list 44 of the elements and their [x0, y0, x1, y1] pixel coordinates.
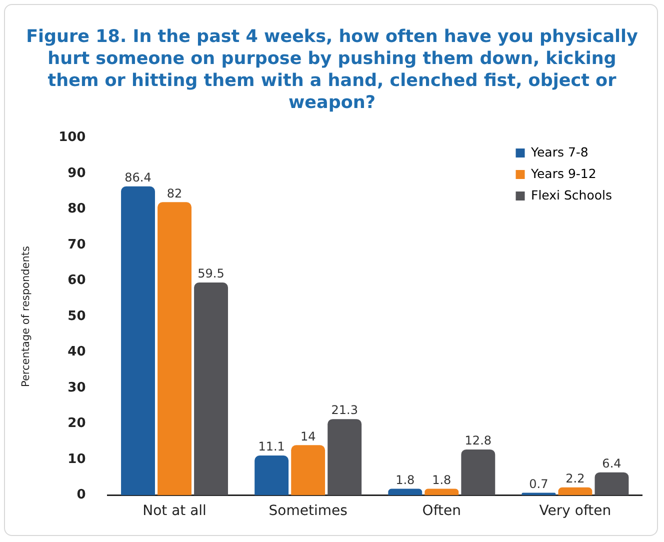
bar	[424, 488, 459, 496]
data-label: 59.5	[198, 266, 224, 281]
y-tick-label: 60	[68, 273, 86, 288]
data-label: 21.3	[331, 403, 358, 418]
bar	[461, 449, 496, 496]
y-tick-label: 100	[58, 130, 86, 146]
y-tick-label: 30	[68, 380, 86, 396]
x-tick-label: Not at all	[142, 503, 206, 520]
y-tick-label: 10	[68, 452, 86, 467]
data-label: 1.8	[396, 472, 415, 487]
data-label: 6.4	[602, 456, 622, 470]
y-tick-label: 20	[68, 416, 86, 432]
bar	[522, 492, 556, 496]
y-tick-label: 70	[68, 237, 86, 252]
data-label: 14	[300, 429, 316, 444]
y-tick-label: 90	[68, 166, 86, 181]
data-label: 11.1	[258, 440, 285, 454]
data-label: 12.8	[464, 434, 492, 448]
data-label: 86.4	[124, 170, 152, 185]
y-axis-title: Percentage of respondents	[20, 246, 32, 387]
chart-title: Figure 18. In the past 4 weeks, how often have you physically hurt someone on purpose by pushing them down, kicking them or hitting them with a hand, clenched fist, object or weapon?	[25, 26, 639, 114]
bar	[158, 202, 192, 496]
x-tick-label: Often	[422, 503, 461, 520]
x-tick-label: Sometimes	[268, 503, 348, 520]
bar	[558, 487, 592, 496]
y-tick-label: 80	[68, 202, 86, 217]
bar	[254, 456, 289, 496]
legend-label: Flexi Schools	[531, 187, 612, 202]
y-tick-label: 50	[68, 308, 86, 324]
bar	[291, 445, 326, 496]
data-label: 82	[166, 186, 182, 200]
bar	[328, 419, 362, 496]
data-label: 1.8	[432, 472, 452, 487]
bar	[194, 282, 228, 496]
legend-label: Years 7-8	[530, 144, 588, 160]
bar	[121, 186, 155, 496]
y-tick-label: 40	[68, 344, 86, 360]
y-tick-label: 0	[76, 488, 86, 503]
data-label: 2.2	[566, 471, 585, 486]
x-tick-label: Very often	[539, 503, 612, 520]
bar	[388, 488, 422, 496]
bar	[594, 472, 629, 496]
legend-label: Years 9-12	[530, 166, 596, 181]
data-label: 0.7	[529, 476, 548, 491]
